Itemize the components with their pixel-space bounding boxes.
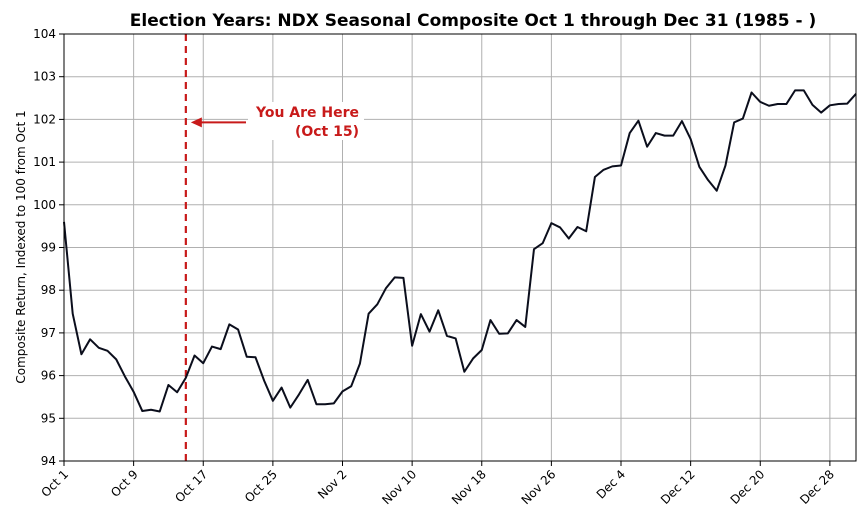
y-tick-label-7: 101: [33, 155, 56, 169]
y-tick-label-9: 103: [33, 70, 56, 84]
y-axis-ticks: 94 95 96 97 98 99 100 101 102 103 104: [33, 27, 64, 468]
y-tick-label-10: 104: [33, 27, 56, 41]
plot-frame: [63, 33, 857, 462]
y-tick-label-4: 98: [41, 283, 56, 297]
y-tick-label-5: 99: [41, 241, 56, 255]
annotation-line-1: You Are Here: [255, 105, 359, 121]
y-tick-label-0: 94: [41, 454, 56, 468]
annotation: You Are Here (Oct 15): [190, 102, 364, 140]
series-layer: [63, 89, 857, 413]
y-tick-label-1: 95: [41, 411, 56, 425]
y-tick-label-6: 100: [33, 198, 56, 212]
y-tick-label-8: 102: [33, 112, 56, 126]
y-tick-label-3: 97: [41, 326, 56, 340]
y-axis-label: Composite Return, Indexed to 100 from Oc…: [14, 110, 28, 383]
annotation-background: [248, 102, 364, 140]
chart-title: Election Years: NDX Seasonal Composite O…: [130, 11, 817, 31]
y-tick-label-2: 96: [41, 369, 56, 383]
series-line: [63, 89, 857, 413]
annotation-arrow-head: [190, 117, 202, 128]
annotation-line-2: (Oct 15): [295, 124, 359, 140]
